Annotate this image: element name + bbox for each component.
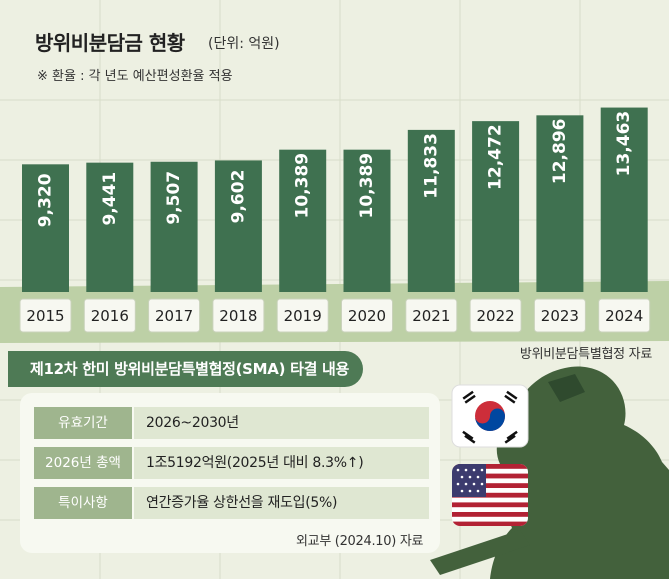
table-row: 특이사항 연간증가율 상한선을 재도입(5%) bbox=[34, 487, 429, 519]
x-tick-label: 2016 bbox=[91, 307, 129, 325]
bar-value-label: 12,896 bbox=[550, 119, 570, 185]
year-box bbox=[83, 298, 136, 333]
year-box bbox=[533, 298, 586, 333]
x-tick-label: 2018 bbox=[219, 307, 257, 325]
bar-2021 bbox=[407, 129, 455, 292]
bar-value-label: 9,507 bbox=[164, 171, 184, 225]
usa-flag-icon bbox=[452, 464, 528, 526]
bar-2019 bbox=[279, 149, 327, 292]
x-tick-label: 2021 bbox=[412, 307, 450, 325]
year-box bbox=[19, 298, 72, 333]
bar-value-label: 9,441 bbox=[100, 172, 120, 226]
year-box bbox=[341, 298, 393, 333]
x-tick-label: 2022 bbox=[477, 307, 515, 325]
bar-value-label: 9,602 bbox=[228, 170, 248, 224]
row-label: 2026년 총액 bbox=[34, 447, 132, 479]
agreement-table: 유효기간 2026~2030년 2026년 총액 1조5192억원(2025년 … bbox=[20, 393, 440, 553]
bar-2020 bbox=[343, 149, 391, 292]
table-row: 2026년 총액 1조5192억원(2025년 대비 8.3%↑) bbox=[34, 447, 429, 479]
bar-value-label: 13,463 bbox=[614, 111, 634, 177]
x-tick-label: 2015 bbox=[26, 307, 64, 325]
year-box bbox=[148, 298, 201, 333]
bar-2022 bbox=[472, 121, 520, 292]
row-value: 1조5192억원(2025년 대비 8.3%↑) bbox=[134, 447, 429, 479]
x-tick-label: 2020 bbox=[348, 307, 386, 325]
year-box bbox=[598, 298, 651, 333]
x-tick-label: 2019 bbox=[284, 307, 322, 325]
bar-2018 bbox=[214, 160, 262, 292]
year-box bbox=[405, 298, 458, 333]
x-tick-label: 2017 bbox=[155, 307, 193, 325]
unit-label: (단위: 억원) bbox=[208, 36, 280, 52]
bar-value-label: 11,833 bbox=[421, 133, 441, 199]
bar-2016 bbox=[86, 162, 134, 292]
exchange-rate-note: ※ 환율 : 각 년도 예산편성환율 적용 bbox=[37, 69, 233, 84]
x-tick-label: 2023 bbox=[541, 307, 579, 325]
agreement-header: 제12차 한미 방위비분담특별협정(SMA) 타결 내용 bbox=[8, 351, 363, 387]
korea-flag-icon bbox=[451, 384, 529, 448]
chart-source: 방위비분담특별협정 자료 bbox=[519, 347, 652, 362]
year-box bbox=[276, 298, 329, 333]
agreement-source: 외교부 (2024.10) 자료 bbox=[296, 534, 424, 549]
bar-2024 bbox=[600, 107, 648, 292]
x-tick-label: 2024 bbox=[605, 307, 643, 325]
row-value: 연간증가율 상한선을 재도입(5%) bbox=[134, 487, 429, 519]
row-label: 유효기간 bbox=[34, 407, 132, 439]
row-value: 2026~2030년 bbox=[134, 407, 429, 439]
bar-value-label: 9,320 bbox=[36, 173, 56, 227]
bar-value-label: 10,389 bbox=[357, 153, 377, 219]
chart-title: 방위비분담금 현황 bbox=[35, 31, 185, 55]
bar-2015 bbox=[22, 164, 69, 292]
bar-2023 bbox=[536, 115, 584, 292]
bar-value-label: 10,389 bbox=[293, 153, 313, 219]
soldier-silhouette bbox=[430, 366, 669, 579]
bar-value-label: 12,472 bbox=[486, 124, 506, 190]
row-label: 특이사항 bbox=[34, 487, 132, 519]
year-box bbox=[212, 298, 265, 333]
year-box bbox=[469, 298, 522, 333]
bar-chart: 9,320 2015 9,441 2016 9,507 2017 9,602 2018 10,3… bbox=[19, 107, 651, 333]
bar-2017 bbox=[150, 161, 198, 292]
table-row: 유효기간 2026~2030년 bbox=[34, 407, 429, 439]
